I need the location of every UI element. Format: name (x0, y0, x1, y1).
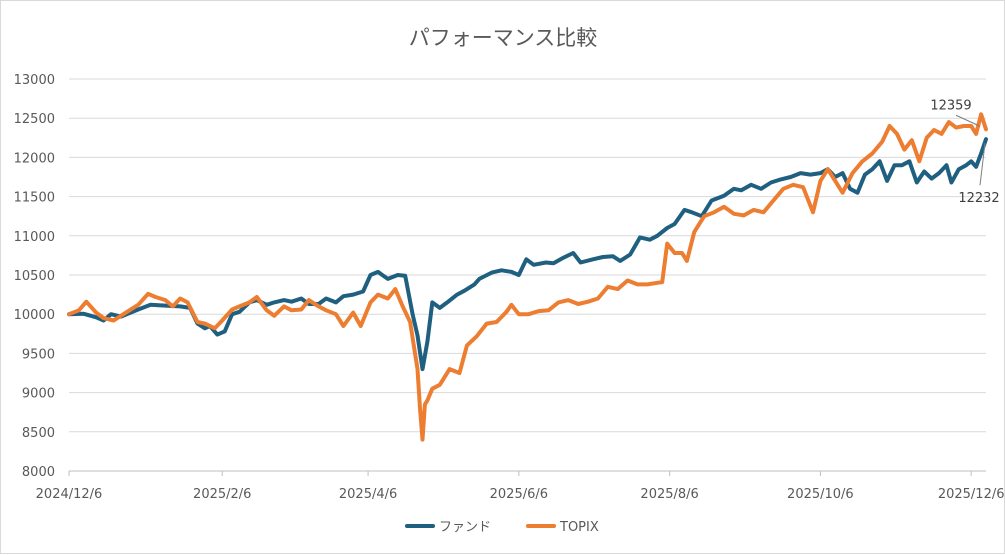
chart-title: パフォーマンス比較 (409, 26, 598, 50)
y-tick-label: 10500 (14, 269, 55, 284)
y-tick-label: 11000 (14, 230, 55, 245)
series-lines (67, 112, 988, 442)
series-line-fund (67, 137, 988, 372)
y-tick-label: 12000 (14, 151, 55, 166)
x-tick-label: 2025/2/6 (193, 487, 251, 502)
x-tick-label: 2025/8/6 (640, 487, 698, 502)
legend-fund-label: ファンド (439, 520, 491, 535)
y-tick-label: 9500 (22, 347, 55, 362)
series-line-topix (67, 112, 988, 442)
legend-topix-label: TOPIX (559, 520, 599, 535)
x-tick-label: 2024/12/6 (36, 487, 103, 502)
topix-callout-leader (955, 114, 981, 127)
y-tick-label: 11500 (14, 191, 55, 206)
x-tick-label: 2025/4/6 (339, 487, 397, 502)
x-tick-label: 2025/12/6 (938, 487, 1005, 502)
legend-topix[interactable]: TOPIX (526, 520, 599, 535)
axes: 8000 8500 9000 9500 10000 10500 11000 11500 1200… (14, 73, 1005, 502)
legend-fund[interactable]: ファンド (405, 520, 491, 535)
y-tick-label: 8000 (22, 465, 55, 480)
data-labels: 12359 12232 (930, 98, 999, 206)
y-tick-label: 9000 (22, 387, 55, 402)
gridlines (69, 78, 986, 433)
y-tick-label: 13000 (14, 73, 55, 88)
fund-callout-leader (979, 143, 986, 186)
legend[interactable]: ファンド TOPIX (405, 520, 599, 535)
x-tick-label: 2025/6/6 (490, 487, 548, 502)
topix-end-label: 12359 (930, 98, 971, 113)
x-tick-label: 2025/10/6 (787, 487, 854, 502)
fund-end-label: 12232 (958, 191, 999, 206)
y-tick-label: 8500 (22, 426, 55, 441)
y-tick-label: 12500 (14, 112, 55, 127)
y-tick-label: 10000 (14, 308, 55, 323)
